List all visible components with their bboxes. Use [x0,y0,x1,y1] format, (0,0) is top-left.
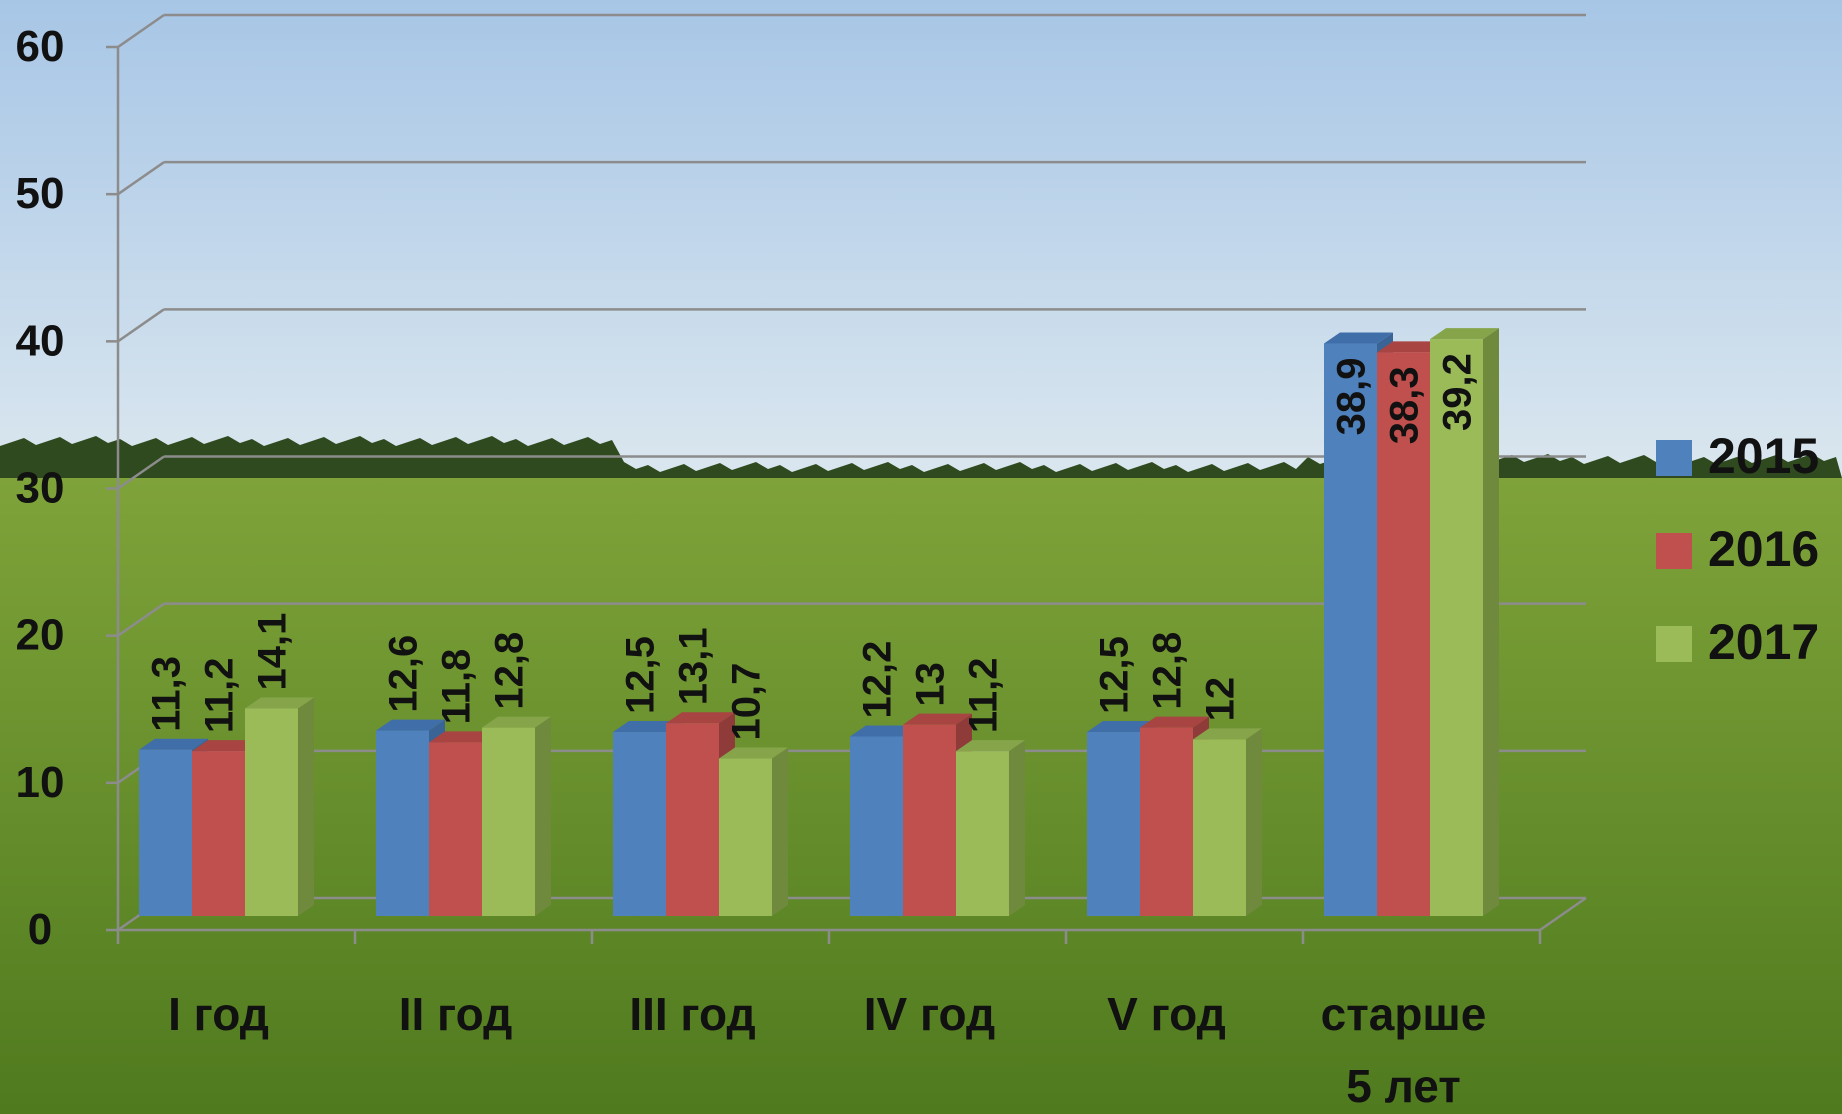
y-tick-label: 50 [16,169,65,218]
bar-top [666,712,735,724]
data-label: 39,2 [1436,353,1480,431]
x-tick-label: V год [1107,988,1226,1040]
bar-front [1140,727,1193,916]
bar-side [772,747,788,916]
bar-side [535,716,551,916]
bar-front [245,708,298,916]
y-tick-label: 0 [28,905,52,954]
x-tick-label: II год [399,988,513,1040]
data-label: 11,2 [962,658,1006,734]
bar-top [956,740,1025,752]
bar-top [903,713,972,725]
side-gridline [117,13,165,49]
bar-top [482,716,551,728]
data-label: 12,5 [1093,636,1137,714]
x-tick-label: III год [629,988,755,1040]
bar-2017 [956,740,1025,916]
bar-front [429,742,482,916]
bar-front [1193,739,1246,916]
bar-2017 [719,747,788,916]
bar-front [719,758,772,916]
x-tick-label: IV год [864,988,996,1040]
data-label: 14,1 [251,613,295,691]
data-label: 12,8 [488,632,532,710]
bar-top [613,721,682,733]
data-label: 11,3 [145,656,189,732]
data-label: 10,7 [725,663,769,741]
bar-top [429,731,498,743]
bar-side [1246,728,1262,916]
bar-front [139,749,192,916]
bar-2017 [1193,728,1262,916]
bar-front [666,723,719,916]
bar-top [245,697,314,709]
data-label: 12,8 [1146,632,1190,710]
y-tick-label: 20 [16,611,65,660]
data-label: 12,6 [382,635,426,713]
data-label: 13,1 [672,627,716,705]
bar-2017 [245,697,314,916]
bar-2017 [482,716,551,916]
bar-side [298,697,314,916]
data-label: 11,8 [435,649,479,725]
bar-front [192,751,245,916]
bar-top [1324,332,1393,344]
y-tick-label: 40 [16,316,65,365]
bar-front [376,730,429,916]
bar-front [1324,343,1377,916]
legend-label: 2015 [1708,428,1819,484]
bar-top [1193,728,1262,740]
data-label: 12,5 [619,636,663,714]
data-label: 11,2 [198,658,242,734]
legend-label: 2016 [1708,521,1819,577]
bar-top [376,719,445,731]
legend-swatch [1656,440,1692,476]
bar-front [482,727,535,916]
bar-top [139,738,208,750]
legend: 2015 2016 2017 [1656,428,1819,670]
data-label: 13 [909,662,953,707]
data-label: 12 [1199,677,1243,722]
bar-front [903,724,956,916]
bar-front [850,736,903,916]
floor-edge [1539,896,1587,932]
bar-front [1430,339,1483,916]
legend-swatch [1656,626,1692,662]
bar-top [192,740,261,752]
x-tick-label: старше 5 лет [1321,988,1487,1112]
data-label: 12,2 [856,641,900,719]
bar-top [850,725,919,737]
bar-2017 [1430,328,1499,916]
bar-side [1483,328,1499,916]
side-gridline [117,602,165,637]
y-tick-label: 60 [16,22,65,71]
bar-top [719,747,788,759]
bar-top [1140,716,1209,728]
legend-swatch [1656,533,1692,569]
bar-front [613,732,666,916]
y-tick-label: 30 [16,464,65,513]
bar-top [1377,341,1446,353]
bar-top [1087,721,1156,733]
bar-side [1009,740,1025,916]
data-labels-group: 11,3 11,214,1 12,6 11,8 12,8 12,5 13,1 10,7 12,2… [145,353,1480,740]
data-label: 38,3 [1383,366,1427,444]
side-gridline [117,161,165,196]
bar-front [956,751,1009,916]
bar-front [1377,352,1430,916]
side-gridline [117,455,165,490]
bar-front [1087,732,1140,916]
x-tick-label: I год [168,988,269,1040]
side-gridline [117,308,165,343]
y-tick-label: 10 [16,758,65,807]
sky [0,0,1842,480]
bar-top [1430,328,1499,340]
bars-group [139,328,1499,916]
legend-label: 2017 [1708,614,1819,670]
data-label: 38,9 [1330,358,1374,436]
